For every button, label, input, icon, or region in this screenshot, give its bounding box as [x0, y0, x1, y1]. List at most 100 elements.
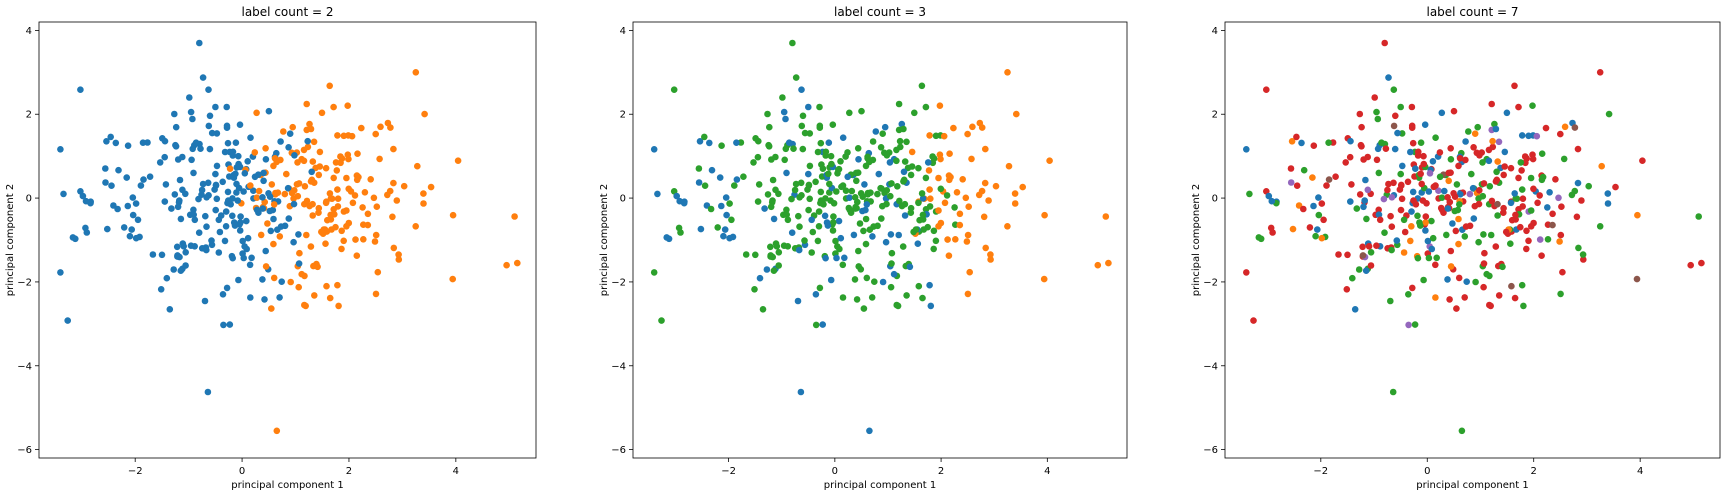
data-point — [371, 238, 379, 245]
data-point — [707, 205, 715, 213]
data-point — [940, 132, 948, 140]
data-point — [1580, 256, 1587, 263]
data-point — [140, 176, 147, 183]
data-point — [180, 243, 187, 250]
data-point — [1449, 220, 1456, 227]
data-point — [412, 223, 420, 230]
data-point — [817, 197, 825, 204]
data-point — [881, 123, 889, 131]
data-point — [1456, 201, 1463, 208]
data-point — [877, 184, 884, 192]
data-point — [1489, 137, 1496, 145]
data-point — [176, 176, 184, 184]
data-point — [157, 286, 165, 293]
data-point — [795, 212, 802, 220]
data-point — [756, 274, 764, 282]
data-point — [1462, 138, 1469, 145]
scatter-panel-2: −2 0 2 4 −6 −4 −2 0 2 4 label count = 3 principal c… — [599, 5, 1128, 491]
data-point — [277, 156, 284, 164]
data-point — [1405, 291, 1412, 298]
data-point — [156, 159, 164, 166]
data-point — [1494, 212, 1501, 219]
data-point — [1351, 306, 1359, 313]
data-point — [400, 182, 408, 190]
data-point — [1414, 212, 1421, 220]
data-point — [326, 294, 334, 302]
data-point — [1444, 205, 1452, 212]
data-point — [654, 190, 661, 198]
data-point — [1355, 266, 1363, 273]
data-point — [982, 145, 989, 153]
data-point — [1361, 197, 1368, 204]
data-point — [797, 388, 805, 396]
data-point — [764, 110, 771, 118]
y-tick-label: −6 — [17, 445, 32, 456]
data-point — [858, 107, 865, 115]
data-point — [235, 160, 242, 168]
data-point — [251, 149, 259, 156]
data-point — [1367, 262, 1375, 269]
data-point — [1287, 165, 1295, 172]
data-point — [926, 132, 933, 139]
data-point — [1472, 278, 1479, 286]
data-point — [1438, 109, 1446, 117]
data-point — [1494, 158, 1501, 165]
data-point — [1538, 252, 1545, 259]
data-point — [846, 109, 853, 117]
data-point — [869, 156, 877, 164]
data-point — [1520, 302, 1527, 310]
data-point — [926, 203, 934, 210]
data-point — [1557, 290, 1564, 298]
data-point — [733, 139, 740, 146]
data-point — [268, 305, 275, 312]
data-point — [1346, 153, 1354, 161]
data-point — [817, 188, 825, 196]
data-point — [389, 213, 396, 221]
data-point — [1046, 157, 1053, 164]
data-point — [1530, 185, 1537, 193]
data-point — [1408, 223, 1415, 230]
y-tick-label: 4 — [620, 26, 626, 37]
data-point — [1420, 152, 1427, 160]
y-tick-label: 0 — [1212, 194, 1218, 205]
data-point — [887, 231, 895, 238]
data-point — [826, 180, 833, 188]
data-point — [752, 251, 759, 259]
data-point — [1432, 294, 1439, 301]
data-point — [780, 108, 788, 116]
data-point — [126, 232, 134, 240]
data-point — [965, 203, 972, 210]
data-point — [1479, 159, 1486, 166]
data-point — [1005, 162, 1013, 170]
data-point — [900, 168, 908, 176]
data-point — [1409, 139, 1417, 147]
data-point — [1432, 261, 1439, 269]
data-point — [875, 170, 883, 178]
data-point — [1397, 103, 1404, 111]
data-point — [333, 167, 341, 174]
data-point — [740, 173, 747, 180]
data-point — [937, 185, 945, 193]
x-axis-label: principal component 1 — [1416, 480, 1528, 491]
data-point — [1293, 133, 1300, 141]
data-point — [1450, 107, 1458, 115]
data-point — [1612, 183, 1619, 191]
data-point — [348, 132, 356, 140]
data-point — [295, 231, 302, 238]
data-point — [296, 249, 303, 257]
data-point — [945, 252, 953, 259]
data-point — [192, 139, 200, 146]
data-point — [903, 138, 910, 146]
data-point — [1596, 223, 1604, 230]
data-point — [343, 174, 350, 182]
data-point — [821, 212, 829, 220]
data-point — [414, 162, 421, 170]
data-point — [863, 274, 871, 282]
data-point — [839, 294, 847, 301]
data-point — [412, 69, 420, 76]
data-point — [782, 115, 789, 123]
data-point — [1398, 195, 1406, 203]
data-point — [1511, 190, 1518, 197]
data-point — [291, 152, 298, 159]
data-point — [788, 195, 795, 203]
